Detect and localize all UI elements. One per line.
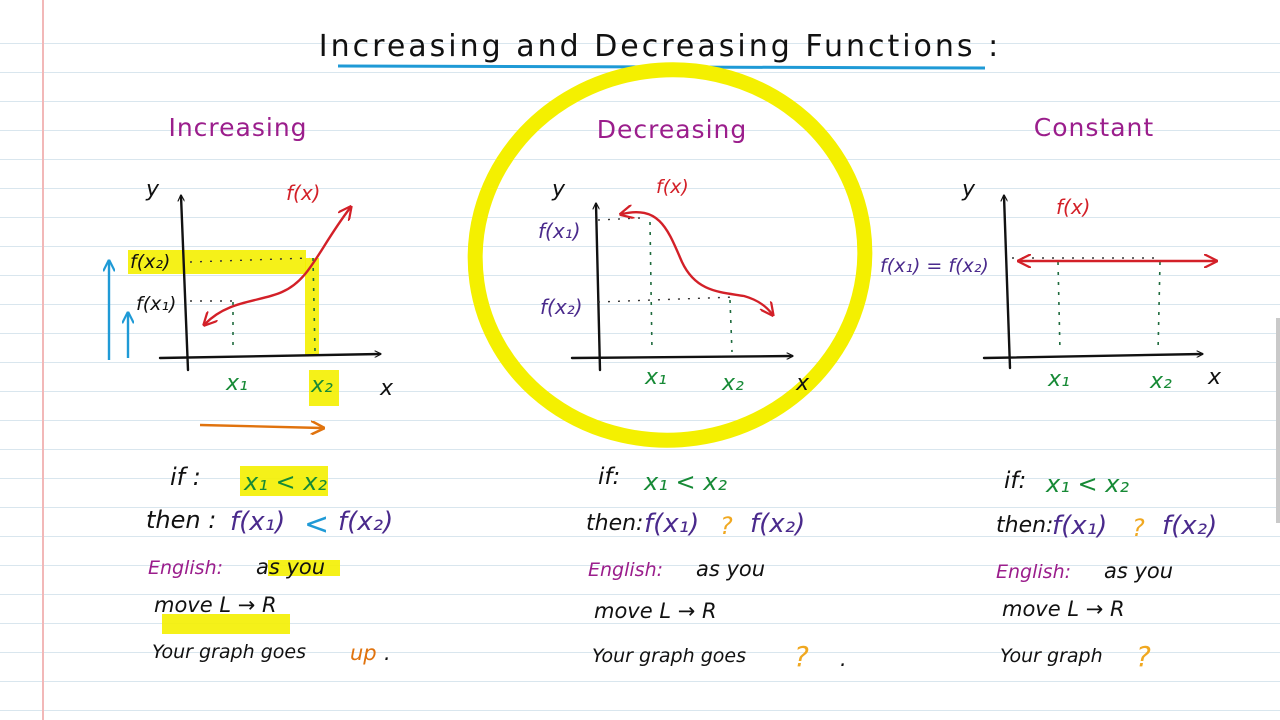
constant-then-op: ? xyxy=(1132,514,1145,542)
increasing-x2-label: x₂ xyxy=(310,373,333,398)
constant-graph-word: ? xyxy=(1136,640,1151,673)
constant-panel: Constant y x f(x) f(x₁) = f(x₂) x₁ x₂ if… xyxy=(880,113,1222,673)
decreasing-panel: Decreasing y x f(x) f(x₁) f(x₂) x₁ x₂ if… xyxy=(538,115,847,673)
increasing-graph-end: . xyxy=(384,641,391,665)
decreasing-x1-label: x₁ xyxy=(644,365,667,390)
constant-y-axis xyxy=(1004,196,1012,370)
constant-y-label: y xyxy=(961,177,976,202)
move-highlight xyxy=(162,614,290,634)
decreasing-if-prefix: if: xyxy=(598,464,620,490)
increasing-then-op: < xyxy=(304,507,329,542)
decreasing-fx2-label: f(x₂) xyxy=(540,295,583,319)
constant-x1-guide xyxy=(1057,261,1061,353)
decreasing-english-label: English: xyxy=(588,559,663,581)
decreasing-english-text: as you xyxy=(696,557,765,581)
constant-x2-guide xyxy=(1157,261,1161,353)
increasing-fx1-label: f(x₁) xyxy=(136,293,176,315)
constant-x2-label: x₂ xyxy=(1149,369,1172,394)
increasing-y-label: y xyxy=(145,177,160,202)
increasing-graph-text: Your graph goes xyxy=(152,641,306,663)
increasing-then-right: f(x₂) xyxy=(338,507,393,537)
decreasing-y-label: y xyxy=(551,177,566,202)
decreasing-move-text: move L → R xyxy=(594,599,717,623)
increasing-curve-label: f(x) xyxy=(286,181,320,205)
constant-then-prefix: then: xyxy=(996,513,1053,538)
increasing-x-axis xyxy=(158,354,380,360)
increasing-fx2-label: f(x₂) xyxy=(130,251,170,273)
decreasing-x-axis xyxy=(570,356,792,358)
decreasing-graph-end: . xyxy=(840,647,847,671)
as-you-highlight xyxy=(268,560,340,576)
increasing-right-arrow xyxy=(199,425,322,428)
increasing-then-left: f(x₁) xyxy=(230,507,285,537)
decreasing-then-prefix: then: xyxy=(586,511,643,536)
decreasing-x2-label: x₂ xyxy=(721,371,744,396)
decreasing-then-op: ? xyxy=(720,512,733,540)
constant-x-axis xyxy=(982,354,1202,360)
constant-curve-label: f(x) xyxy=(1056,195,1090,219)
increasing-y-axis xyxy=(181,196,190,372)
increasing-x1-label: x₁ xyxy=(225,371,248,396)
increasing-if-expr: x₁ < x₂ xyxy=(243,468,327,496)
constant-x1-label: x₁ xyxy=(1047,367,1070,392)
page-title-group: Increasing and Decreasing Functions : xyxy=(319,29,1001,70)
increasing-english-text: as you xyxy=(256,555,325,579)
increasing-move-text: move L → R xyxy=(154,593,277,617)
increasing-then-prefix: then : xyxy=(146,506,216,534)
constant-if-prefix: if: xyxy=(1004,468,1026,494)
scrollbar[interactable] xyxy=(1276,318,1280,523)
decreasing-y-axis xyxy=(596,204,602,372)
decreasing-fx1-label: f(x₁) xyxy=(538,219,581,243)
if-expr-highlight xyxy=(240,466,328,496)
constant-then-right: f(x₂) xyxy=(1162,511,1217,541)
decreasing-then-left: f(x₁) xyxy=(644,509,699,539)
decreasing-graph-word: ? xyxy=(794,640,809,673)
decreasing-if-expr: x₁ < x₂ xyxy=(643,468,727,496)
constant-move-text: move L → R xyxy=(1002,597,1125,621)
decreasing-heading: Decreasing xyxy=(597,115,748,144)
constant-heading: Constant xyxy=(1034,113,1154,142)
increasing-heading: Increasing xyxy=(168,113,307,142)
constant-english-text: as you xyxy=(1104,559,1173,583)
decreasing-graph-text: Your graph goes xyxy=(592,645,746,667)
constant-graph-text: Your graph xyxy=(1000,645,1103,667)
increasing-graph-word: up xyxy=(350,641,377,665)
decreasing-curve-label: f(x) xyxy=(656,176,689,198)
increasing-english-label: English: xyxy=(148,557,223,579)
increasing-curve xyxy=(205,208,350,324)
increasing-x-label: x xyxy=(379,376,394,401)
notebook-margin-line xyxy=(42,0,44,720)
constant-english-label: English: xyxy=(996,561,1071,583)
decreasing-fx1-guide xyxy=(597,217,641,221)
decreasing-fx2-guide xyxy=(597,296,736,303)
increasing-panel: Increasing y x f(x) f(x₂) f(x₁) x₁ x₂ if… xyxy=(109,113,394,665)
page-title: Increasing and Decreasing Functions : xyxy=(319,29,1001,64)
decreasing-then-right: f(x₂) xyxy=(750,509,805,539)
highlight-circle xyxy=(467,62,873,448)
decreasing-x-label: x xyxy=(795,371,810,396)
increasing-if-prefix: if : xyxy=(170,463,201,491)
constant-eq-label: f(x₁) = f(x₂) xyxy=(880,255,989,277)
x2-label-highlight xyxy=(309,370,339,406)
constant-if-expr: x₁ < x₂ xyxy=(1045,470,1129,498)
decreasing-x2-guide xyxy=(729,299,733,353)
constant-x-label: x xyxy=(1207,365,1222,390)
decreasing-x1-guide xyxy=(649,221,653,353)
decreasing-curve xyxy=(622,212,772,314)
constant-then-left: f(x₁) xyxy=(1052,511,1107,541)
